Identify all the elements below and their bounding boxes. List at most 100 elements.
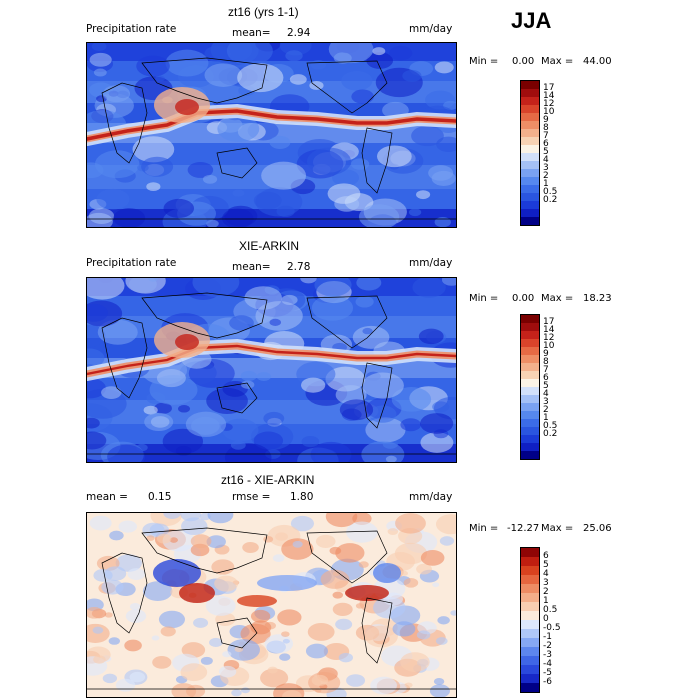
map-blob — [142, 581, 173, 601]
colorbar-swatch — [521, 201, 539, 209]
panel1-units: mm/day — [409, 23, 453, 35]
panel2-map — [86, 277, 457, 463]
colorbar-level-label: 2 — [543, 587, 549, 597]
colorbar-level-label: 6 — [543, 139, 549, 149]
map-blob — [292, 540, 303, 548]
map-blob — [437, 616, 450, 625]
colorbar-swatch — [521, 557, 539, 566]
map-blob — [281, 294, 298, 306]
colorbar-swatch — [521, 443, 539, 451]
map-blob — [129, 603, 141, 611]
colorbar-swatch — [521, 89, 539, 97]
map-blob — [237, 63, 284, 93]
map-blob — [281, 538, 314, 560]
map-blob — [217, 115, 260, 142]
map-blob — [94, 150, 140, 179]
map-blob — [314, 278, 352, 297]
panel1-colorbar — [520, 80, 540, 226]
map-blob — [327, 183, 361, 204]
map-blob — [420, 413, 454, 434]
panel2-mean-label: mean= — [232, 261, 271, 273]
map-blob — [190, 534, 212, 549]
map-blob — [204, 63, 243, 87]
map-blob — [250, 609, 271, 623]
colorbar-swatch — [521, 153, 539, 161]
map-blob — [202, 174, 218, 184]
colorbar-swatch — [521, 665, 539, 674]
map-blob — [87, 417, 100, 429]
map-blob — [434, 216, 451, 227]
map-blob — [325, 513, 358, 528]
colorbar-swatch — [521, 638, 539, 647]
panel1-min-label: Min = — [469, 56, 499, 67]
map-blob — [352, 325, 390, 349]
colorbar-level-label: 4 — [543, 389, 549, 399]
map-blob — [310, 60, 327, 70]
colorbar-level-label: 3 — [543, 163, 549, 173]
colorbar-level-label: 1 — [543, 413, 549, 423]
map-blob — [185, 411, 227, 437]
colorbar-swatch — [521, 363, 539, 371]
colorbar-level-label: 8 — [543, 357, 549, 367]
colorbar-swatch — [521, 185, 539, 193]
colorbar-level-label: 8 — [543, 123, 549, 133]
map-blob — [350, 158, 370, 170]
map-blob — [325, 366, 366, 392]
colorbar-swatch — [521, 371, 539, 379]
map-blob — [267, 666, 278, 674]
map-blob — [222, 208, 254, 227]
map-blob — [358, 561, 369, 568]
map-blob — [411, 125, 444, 147]
map-blob — [300, 278, 317, 284]
anomaly-region — [373, 563, 401, 583]
map-blob — [115, 678, 136, 692]
panel1-variable-label: Precipitation rate — [86, 23, 177, 35]
colorbar-level-label: 3 — [543, 397, 549, 407]
map-blob — [433, 677, 445, 685]
map-blob — [87, 278, 125, 300]
map-blob — [89, 52, 112, 67]
itcz-core — [87, 344, 456, 376]
panel3-min-label: Min = — [469, 523, 499, 534]
map-blob — [207, 513, 234, 524]
map-blob — [102, 673, 118, 684]
colorbar-swatch — [521, 97, 539, 105]
colorbar-level-label: 14 — [543, 325, 555, 335]
map-blob — [93, 68, 107, 77]
map-blob — [301, 435, 320, 448]
colorbar-level-label: 4 — [543, 569, 549, 579]
map-blob — [370, 676, 397, 695]
map-blob — [306, 147, 352, 176]
map-blob — [162, 428, 204, 454]
colorbar-swatch — [521, 129, 539, 137]
panel2-max-label: Max = — [541, 293, 574, 304]
colorbar-swatch — [521, 105, 539, 113]
colorbar-level-label: -6 — [543, 677, 552, 687]
panel3-rmse-value: 1.80 — [290, 491, 314, 503]
map-blob — [181, 517, 208, 536]
colorbar-swatch — [521, 323, 539, 331]
map-blob — [260, 668, 289, 688]
colorbar-level-label: 7 — [543, 365, 549, 375]
colorbar-level-label: 5 — [543, 381, 549, 391]
colorbar-level-label: 6 — [543, 373, 549, 383]
colorbar-swatch — [521, 315, 539, 323]
colorbar-swatch — [521, 137, 539, 145]
map-blob — [416, 630, 431, 640]
colorbar-level-label: 0.2 — [543, 429, 558, 439]
map-blob — [211, 559, 235, 575]
colorbar-swatch — [521, 161, 539, 169]
map-blob — [125, 278, 166, 294]
panel3-units: mm/day — [409, 491, 453, 503]
colorbar-level-label: 5 — [543, 560, 549, 570]
map-blob — [240, 370, 257, 382]
map-blob — [255, 187, 303, 217]
map-blob — [87, 212, 113, 227]
colorbar-level-label: 17 — [543, 83, 555, 93]
colorbar-swatch — [521, 647, 539, 656]
map-blob — [193, 617, 209, 628]
map-blob — [311, 295, 354, 321]
map-blob — [351, 89, 374, 104]
colorbar-swatch — [521, 121, 539, 129]
